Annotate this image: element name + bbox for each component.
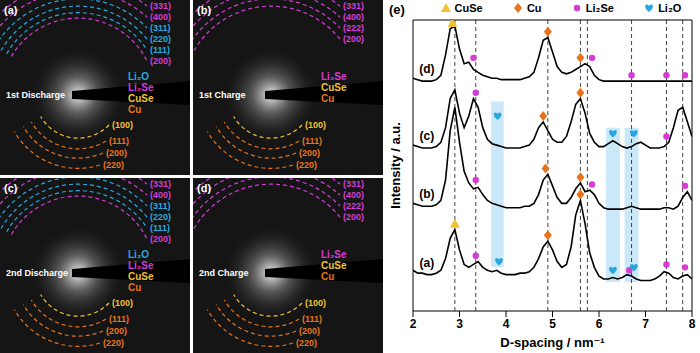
svg-text:(d): (d)	[419, 62, 434, 76]
svg-text:(400): (400)	[150, 12, 171, 22]
svg-text:Li₂Se: Li₂Se	[128, 260, 154, 271]
html-text:Cu: Cu	[526, 2, 542, 14]
svg-text:(220): (220)	[296, 160, 317, 170]
svg-text:(111): (111)	[302, 314, 322, 324]
svg-text:CuSe: CuSe	[128, 93, 154, 104]
svg-text:2nd Discharge: 2nd Discharge	[6, 268, 68, 278]
svg-text:(311): (311)	[150, 23, 171, 33]
svg-text:CuSe: CuSe	[321, 82, 347, 93]
svg-text:(111): (111)	[109, 136, 129, 146]
svg-text:(400): (400)	[343, 190, 364, 200]
svg-text:(200): (200)	[150, 234, 171, 244]
svg-text:(a): (a)	[4, 4, 18, 16]
svg-text:Intensity / a.u.: Intensity / a.u.	[388, 122, 403, 209]
svg-text:(331): (331)	[343, 179, 364, 189]
svg-text:(200): (200)	[106, 326, 127, 336]
svg-text:(100): (100)	[305, 120, 326, 130]
svg-text:(400): (400)	[150, 190, 171, 200]
svg-text:(100): (100)	[112, 120, 133, 130]
svg-text:Cu: Cu	[128, 282, 141, 293]
svg-text:(c): (c)	[420, 129, 435, 143]
svg-text:Cu: Cu	[321, 93, 334, 104]
svg-text:(220): (220)	[103, 338, 124, 348]
svg-text:(220): (220)	[296, 338, 317, 348]
svg-text:(311): (311)	[150, 201, 171, 211]
svg-text:(200): (200)	[299, 326, 320, 336]
svg-text:(111): (111)	[109, 314, 129, 324]
html-text:(e): (e)	[389, 2, 405, 17]
svg-text:8: 8	[689, 317, 696, 331]
svg-text:5: 5	[549, 317, 556, 331]
svg-text:Li₂Se: Li₂Se	[321, 249, 347, 260]
svg-text:D-spacing / nm⁻¹: D-spacing / nm⁻¹	[500, 335, 604, 350]
svg-text:(100): (100)	[305, 298, 326, 308]
svg-text:(d): (d)	[197, 182, 211, 194]
svg-text:(200): (200)	[150, 56, 171, 66]
svg-text:CuSe: CuSe	[321, 260, 347, 271]
svg-text:(100): (100)	[112, 298, 133, 308]
svg-text:(b): (b)	[197, 4, 211, 16]
svg-text:(200): (200)	[106, 148, 127, 158]
svg-text:(400): (400)	[343, 12, 364, 22]
svg-text:(222): (222)	[343, 23, 364, 33]
svg-text:(111): (111)	[150, 45, 170, 55]
svg-text:(331): (331)	[150, 179, 171, 189]
svg-text:3: 3	[456, 317, 463, 331]
svg-text:(220): (220)	[150, 34, 171, 44]
svg-text:Li₂O: Li₂O	[128, 71, 149, 82]
svg-text:(111): (111)	[302, 136, 322, 146]
svg-text:4: 4	[503, 317, 510, 331]
svg-text:(222): (222)	[343, 201, 364, 211]
svg-text:CuSe: CuSe	[128, 271, 154, 282]
html-text:Li₂O: Li₂O	[658, 2, 682, 14]
svg-text:2: 2	[410, 317, 417, 331]
svg-text:Cu: Cu	[128, 104, 141, 115]
html-text:Li₂Se: Li₂Se	[585, 2, 614, 14]
html-text:CuSe: CuSe	[454, 2, 483, 14]
svg-text:(220): (220)	[103, 160, 124, 170]
svg-text:Li₂Se: Li₂Se	[128, 82, 154, 93]
svg-text:1st Discharge: 1st Discharge	[6, 90, 65, 100]
svg-text:(111): (111)	[150, 223, 170, 233]
svg-text:7: 7	[642, 317, 649, 331]
svg-text:(200): (200)	[343, 212, 364, 222]
svg-text:1st Charge: 1st Charge	[199, 90, 246, 100]
svg-text:2nd Charge: 2nd Charge	[199, 268, 249, 278]
svg-text:(200): (200)	[299, 148, 320, 158]
svg-text:(c): (c)	[4, 182, 18, 194]
svg-text:6: 6	[596, 317, 603, 331]
svg-text:Cu: Cu	[321, 271, 334, 282]
svg-text:(a): (a)	[420, 256, 435, 270]
svg-text:(220): (220)	[150, 212, 171, 222]
svg-text:Li₂O: Li₂O	[128, 249, 149, 260]
svg-text:(200): (200)	[343, 34, 364, 44]
svg-text:(331): (331)	[343, 1, 364, 11]
svg-text:(b): (b)	[419, 187, 434, 201]
svg-text:(331): (331)	[150, 1, 171, 11]
svg-text:Li₂Se: Li₂Se	[321, 71, 347, 82]
